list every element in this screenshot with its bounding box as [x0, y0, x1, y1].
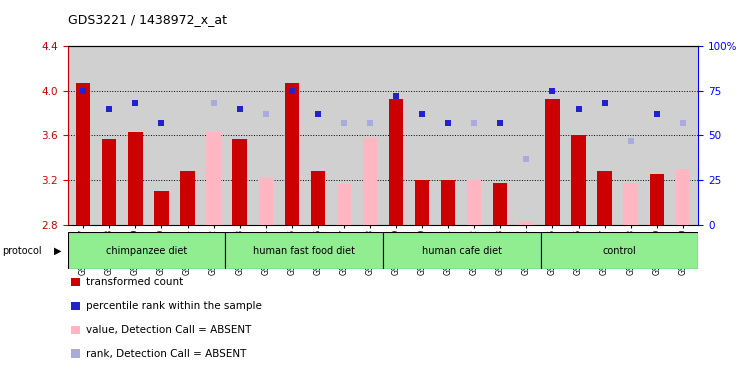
Bar [154, 191, 169, 225]
Bar [180, 171, 195, 225]
Bar [572, 136, 586, 225]
Bar [68, 232, 225, 269]
Bar [541, 232, 698, 269]
Text: protocol: protocol [2, 245, 42, 256]
Bar [389, 99, 403, 225]
Bar [225, 232, 383, 269]
Text: human fast food diet: human fast food diet [253, 245, 355, 256]
Bar [128, 132, 143, 225]
Bar [383, 232, 541, 269]
Bar [258, 178, 273, 225]
Bar [285, 83, 299, 225]
Bar [493, 183, 508, 225]
Text: ▶: ▶ [54, 245, 62, 256]
Text: rank, Detection Call = ABSENT: rank, Detection Call = ABSENT [86, 349, 247, 359]
Bar [623, 183, 638, 225]
Text: chimpanzee diet: chimpanzee diet [106, 245, 187, 256]
Bar [233, 139, 247, 225]
Text: GDS3221 / 1438972_x_at: GDS3221 / 1438972_x_at [68, 13, 227, 26]
Bar [467, 180, 481, 225]
Text: value, Detection Call = ABSENT: value, Detection Call = ABSENT [86, 325, 252, 335]
Bar [519, 221, 533, 225]
Bar [441, 180, 455, 225]
Bar [207, 132, 221, 225]
Bar [102, 139, 116, 225]
Bar [363, 137, 377, 225]
Bar [311, 171, 325, 225]
Bar [415, 180, 430, 225]
Bar [597, 171, 612, 225]
Text: control: control [603, 245, 636, 256]
Bar [676, 169, 690, 225]
Text: transformed count: transformed count [86, 277, 183, 287]
Bar [650, 174, 664, 225]
Text: percentile rank within the sample: percentile rank within the sample [86, 301, 262, 311]
Bar [545, 99, 559, 225]
Bar [76, 83, 90, 225]
Text: human cafe diet: human cafe diet [422, 245, 502, 256]
Bar [336, 184, 351, 225]
